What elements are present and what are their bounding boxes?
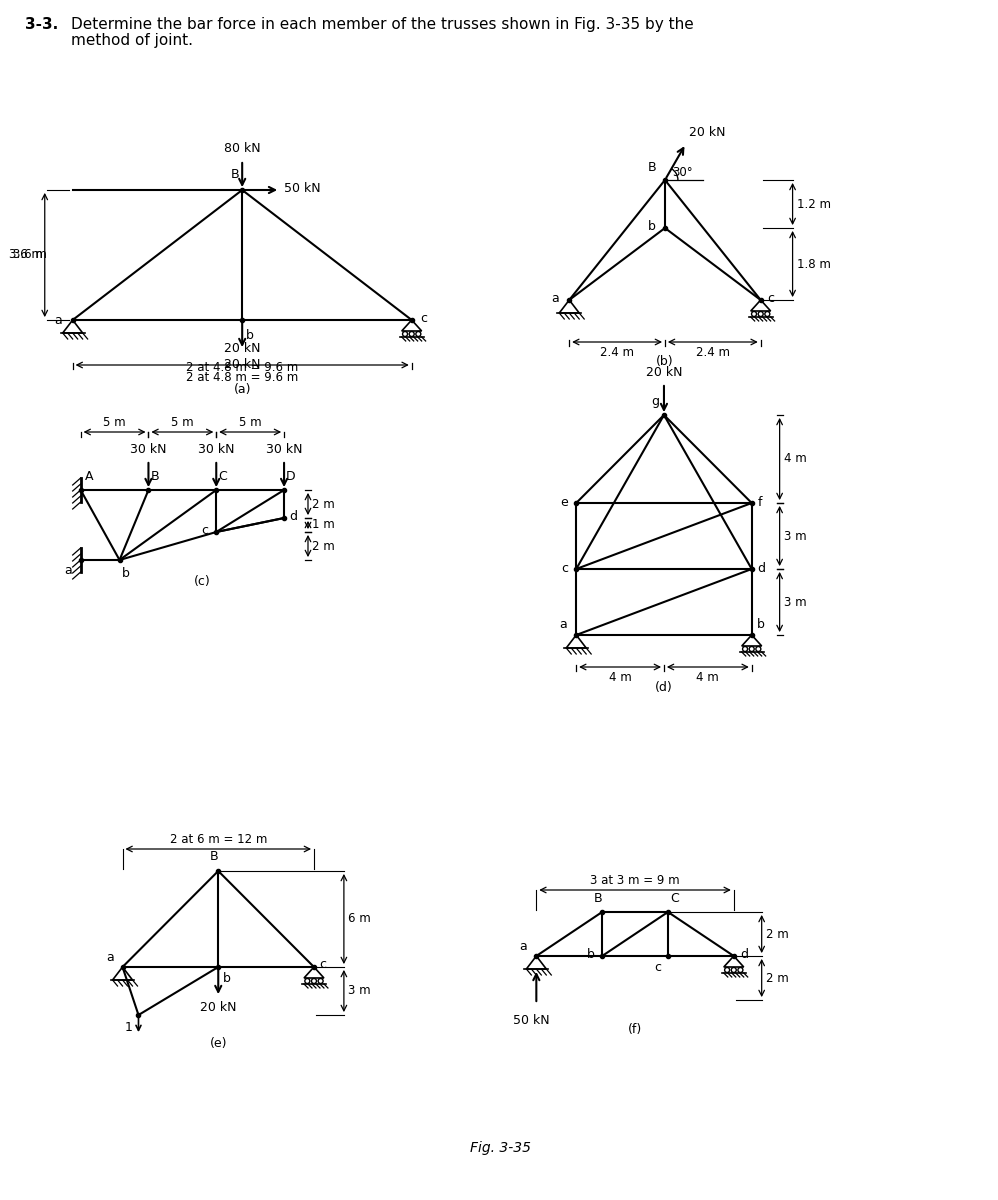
Text: 30 kN: 30 kN — [130, 443, 167, 456]
Text: 3 at 3 m = 9 m: 3 at 3 m = 9 m — [590, 874, 680, 887]
Text: B: B — [151, 470, 159, 482]
Text: a: a — [64, 564, 72, 577]
Text: b: b — [587, 948, 595, 961]
Text: a: a — [552, 292, 559, 305]
Text: 5 m: 5 m — [103, 416, 126, 428]
Text: 2.4 m: 2.4 m — [696, 346, 730, 359]
Text: 2 m: 2 m — [312, 540, 334, 552]
Text: 2 m: 2 m — [312, 498, 334, 510]
Text: 5 m: 5 m — [239, 416, 261, 428]
Text: 1.2 m: 1.2 m — [796, 198, 830, 210]
Text: b: b — [224, 972, 232, 985]
Text: 20 kN: 20 kN — [689, 126, 726, 139]
Text: g: g — [651, 395, 659, 408]
Text: 5 m: 5 m — [171, 416, 194, 428]
Text: d: d — [289, 510, 297, 522]
Text: B: B — [594, 892, 603, 905]
Text: a: a — [560, 618, 567, 631]
Text: 3.6 m: 3.6 m — [13, 248, 47, 262]
Text: 2.4 m: 2.4 m — [600, 346, 634, 359]
Text: method of joint.: method of joint. — [71, 32, 193, 48]
Text: 80 kN: 80 kN — [224, 142, 260, 155]
Text: 1: 1 — [125, 1021, 133, 1034]
Text: e: e — [561, 497, 568, 510]
Text: (b): (b) — [656, 355, 674, 368]
Text: D: D — [286, 470, 295, 482]
Text: b: b — [122, 566, 130, 580]
Text: (d): (d) — [655, 680, 673, 694]
Text: (e): (e) — [210, 1037, 227, 1050]
Text: 3 m: 3 m — [783, 595, 806, 608]
Text: f: f — [757, 497, 762, 510]
Text: A: A — [85, 470, 93, 482]
Text: B: B — [231, 168, 240, 181]
Text: b: b — [648, 220, 656, 233]
Text: a: a — [106, 950, 114, 964]
Text: b: b — [756, 618, 764, 631]
Text: 20 kN: 20 kN — [646, 366, 683, 379]
Text: 50 kN: 50 kN — [513, 1014, 550, 1027]
Text: 20 kN: 20 kN — [224, 358, 260, 371]
Text: 30 kN: 30 kN — [198, 443, 235, 456]
Text: 30°: 30° — [673, 166, 694, 179]
Text: (c): (c) — [194, 576, 211, 588]
Text: c: c — [421, 312, 428, 324]
Text: Determine the bar force in each member of the trusses shown in Fig. 3-35 by the: Determine the bar force in each member o… — [71, 17, 694, 32]
Text: 3 m: 3 m — [348, 984, 370, 997]
Text: 50 kN: 50 kN — [284, 181, 320, 194]
Text: d: d — [757, 563, 765, 576]
Text: 2 m: 2 m — [765, 972, 788, 984]
Text: C: C — [219, 470, 227, 482]
Text: 4 m: 4 m — [609, 671, 632, 684]
Text: b: b — [247, 329, 254, 342]
Text: Fig. 3-35: Fig. 3-35 — [470, 1141, 531, 1154]
Text: 1.8 m: 1.8 m — [796, 258, 830, 270]
Text: c: c — [654, 961, 661, 974]
Text: (f): (f) — [628, 1024, 642, 1037]
Text: (a): (a) — [234, 383, 250, 396]
Text: c: c — [202, 523, 209, 536]
Text: c: c — [767, 292, 774, 305]
Text: c: c — [561, 563, 568, 576]
Text: 4 m: 4 m — [697, 671, 720, 684]
Text: 3.6 m: 3.6 m — [9, 248, 43, 262]
Text: 3 m: 3 m — [783, 529, 806, 542]
Text: 3-3.: 3-3. — [25, 17, 58, 32]
Text: d: d — [741, 948, 748, 961]
Text: 2 at 4.8 m = 9.6 m: 2 at 4.8 m = 9.6 m — [186, 371, 298, 384]
Text: 20 kN: 20 kN — [224, 342, 260, 355]
Text: 2 at 6 m = 12 m: 2 at 6 m = 12 m — [170, 833, 266, 846]
Text: C: C — [670, 892, 679, 905]
Text: 20 kN: 20 kN — [200, 1001, 237, 1014]
Text: 2 at 4.8 m = 9.6 m: 2 at 4.8 m = 9.6 m — [186, 361, 298, 374]
Text: a: a — [520, 940, 527, 953]
Text: B: B — [648, 161, 656, 174]
Text: a: a — [54, 313, 62, 326]
Text: B: B — [210, 850, 219, 863]
Text: 2 m: 2 m — [765, 928, 788, 941]
Text: 30 kN: 30 kN — [265, 443, 302, 456]
Text: c: c — [319, 959, 326, 972]
Text: 1 m: 1 m — [312, 518, 334, 532]
Text: 6 m: 6 m — [348, 912, 370, 925]
Text: 4 m: 4 m — [783, 452, 806, 466]
